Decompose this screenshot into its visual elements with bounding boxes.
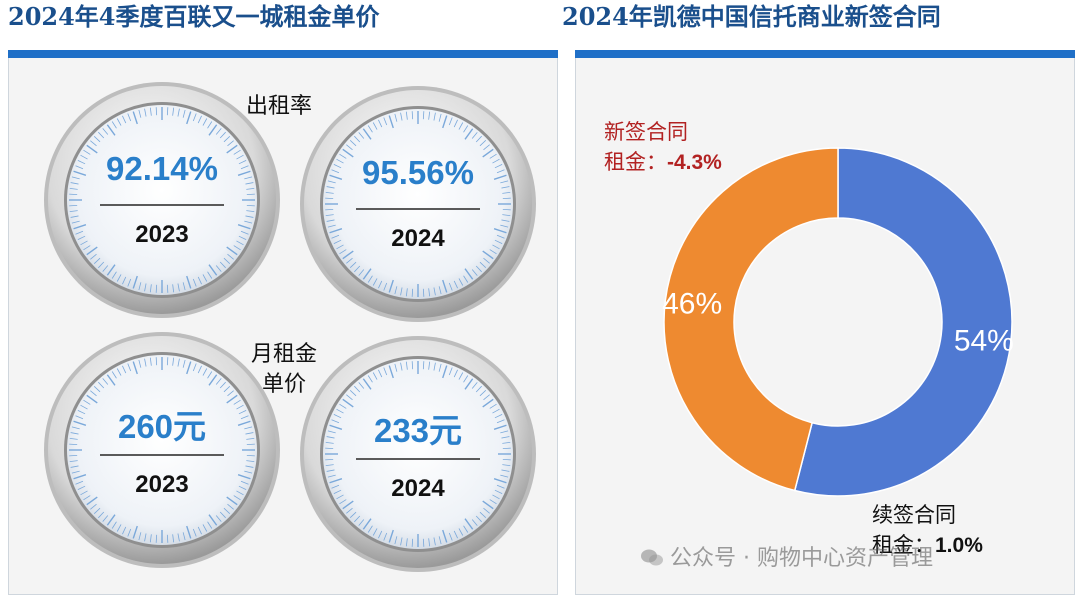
gauge-occupancy-2023: 92.14% 2023 [42, 80, 282, 320]
donut-slice-1 [663, 147, 839, 492]
left-panel-title: 2024年4季度百联又一城租金单价 [8, 2, 380, 31]
watermark: 公众号 · 购物中心资产管理 [640, 540, 933, 572]
gauge-divider [356, 458, 480, 460]
gauge-divider [356, 208, 480, 210]
gauge-dial [44, 332, 280, 568]
right-panel-accent-bar [575, 50, 1075, 58]
gauge-year: 2024 [391, 475, 445, 502]
donut-slice-label-1: 46% [662, 288, 722, 321]
gauge-rent-2024: 233元 2024 [298, 334, 538, 574]
gauge-value: 92.14% [106, 150, 218, 187]
gauge-year: 2023 [135, 221, 189, 248]
gauge-occupancy-2024: 95.56% 2024 [298, 84, 538, 324]
left-panel-accent-bar [8, 50, 558, 58]
gauge-year: 2024 [391, 225, 445, 252]
gauge-divider [100, 204, 224, 206]
donut-slice-0 [793, 147, 1013, 497]
gauge-year: 2023 [135, 471, 189, 498]
gauge-value: 95.56% [362, 154, 474, 191]
right-panel-title: 2024年凯德中国信托商业新签合同 [562, 2, 941, 31]
gauge-rent-2023: 260元 2023 [42, 330, 282, 570]
rent-caption: 月租金 单价 [250, 342, 317, 397]
gauge-value: 260元 [117, 408, 207, 445]
wechat-icon [640, 548, 664, 568]
donut-slice-label-0: 54% [954, 324, 1014, 357]
renewal-contract-label: 续签合同 租金：1.0% [872, 503, 983, 557]
gauge-dial [44, 82, 280, 318]
gauge-value: 233元 [373, 412, 463, 449]
gauge-dial [300, 336, 536, 572]
gauge-divider [100, 454, 224, 456]
gauge-dial [300, 86, 536, 322]
occupancy-caption: 出租率 [246, 94, 313, 119]
new-contract-label: 新签合同 租金：-4.3% [604, 120, 722, 174]
